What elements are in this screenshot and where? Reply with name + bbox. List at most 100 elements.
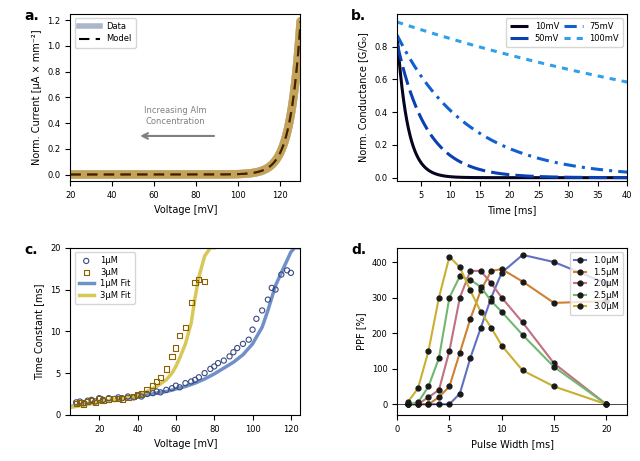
2.0μM — [435, 387, 443, 393]
3μM — [75, 399, 85, 406]
1μM — [267, 284, 277, 292]
1.0μM — [404, 402, 412, 407]
2.0μM — [445, 348, 453, 354]
3μM Fit — [191, 295, 199, 301]
1μM — [200, 369, 210, 377]
10mV — [573, 175, 580, 180]
10mV — [486, 175, 494, 180]
2.5μM — [467, 277, 474, 283]
3μM Fit — [176, 355, 184, 361]
1μM — [205, 365, 216, 372]
1μM — [109, 396, 120, 403]
1μM — [136, 393, 147, 400]
100mV — [393, 19, 401, 25]
1.5μM — [519, 279, 527, 284]
3.0μM — [456, 265, 464, 270]
1μM — [142, 390, 152, 398]
3μM — [167, 353, 177, 360]
1μM Fit — [163, 389, 170, 394]
1μM — [152, 388, 162, 395]
2.0μM — [488, 281, 495, 286]
2.5μM — [519, 332, 527, 337]
1.5μM — [488, 268, 495, 274]
1μM Fit — [134, 394, 141, 399]
1μM — [186, 378, 196, 385]
3μM — [83, 398, 93, 405]
1μM — [171, 382, 181, 390]
75mV — [573, 164, 580, 169]
1μM Fit — [86, 401, 93, 406]
1.5μM — [404, 402, 412, 407]
3.0μM — [477, 309, 484, 314]
1μM Fit — [291, 245, 299, 250]
3.0μM — [435, 295, 443, 300]
1.0μM — [445, 402, 453, 407]
1μM — [194, 373, 204, 381]
X-axis label: Voltage [mV]: Voltage [mV] — [154, 205, 217, 215]
Line: 75mV: 75mV — [397, 35, 627, 172]
10mV — [393, 32, 401, 38]
1μM — [98, 396, 108, 403]
2.0μM — [404, 402, 412, 407]
1μM Fit — [172, 386, 180, 392]
1.0μM — [456, 391, 464, 396]
1μM Fit — [191, 380, 199, 386]
3μM — [117, 396, 127, 403]
1.5μM — [467, 316, 474, 322]
2.5μM — [488, 298, 495, 304]
1.5μM — [550, 300, 558, 306]
1μM — [209, 363, 220, 370]
1μM — [167, 384, 177, 392]
3.0μM — [414, 385, 422, 391]
1.0μM — [435, 402, 443, 407]
1μM — [219, 357, 229, 364]
Line: 1.5μM: 1.5μM — [405, 267, 609, 407]
3.0μM — [602, 402, 610, 407]
Line: 2.0μM: 2.0μM — [405, 268, 609, 407]
1μM — [228, 349, 239, 356]
50mV — [417, 114, 424, 120]
1μM Fit — [76, 402, 84, 408]
1μM — [213, 360, 223, 367]
3μM Fit — [153, 384, 161, 389]
2.0μM — [498, 295, 506, 300]
2.0μM — [414, 402, 422, 407]
3.0μM — [488, 325, 495, 331]
3μM Fit — [195, 274, 203, 280]
1.5μM — [414, 402, 422, 407]
100mV — [551, 64, 559, 69]
1μM — [161, 386, 172, 394]
1μM — [225, 353, 235, 360]
2.5μM — [414, 400, 422, 405]
3μM Fit — [211, 245, 218, 250]
1μM Fit — [239, 352, 247, 358]
1μM Fit — [264, 307, 272, 313]
Text: d.: d. — [351, 243, 366, 257]
2.0μM — [456, 295, 464, 300]
3μM — [180, 324, 191, 331]
1μM — [190, 376, 200, 384]
100mV — [577, 70, 584, 75]
3μM Fit — [67, 405, 74, 410]
2.5μM — [602, 402, 610, 407]
1μM — [148, 390, 158, 397]
3.0μM — [519, 368, 527, 373]
1.5μM — [456, 350, 464, 355]
1μM Fit — [105, 398, 113, 403]
1.0μM — [477, 325, 484, 331]
1μM — [117, 395, 127, 402]
1μM — [263, 296, 273, 303]
Legend: 10mV, 50mV, 75mV, 100mV: 10mV, 50mV, 75mV, 100mV — [506, 18, 623, 47]
1μM — [83, 397, 93, 404]
3μM — [152, 378, 162, 385]
1μM Fit — [143, 392, 151, 397]
50mV — [623, 175, 631, 180]
50mV — [573, 175, 580, 180]
1μM — [238, 340, 248, 348]
3μM — [148, 382, 158, 390]
3μM — [200, 278, 210, 285]
1.0μM — [414, 402, 422, 407]
3.0μM — [445, 254, 453, 260]
1μM Fit — [272, 283, 280, 288]
75mV — [417, 73, 424, 78]
